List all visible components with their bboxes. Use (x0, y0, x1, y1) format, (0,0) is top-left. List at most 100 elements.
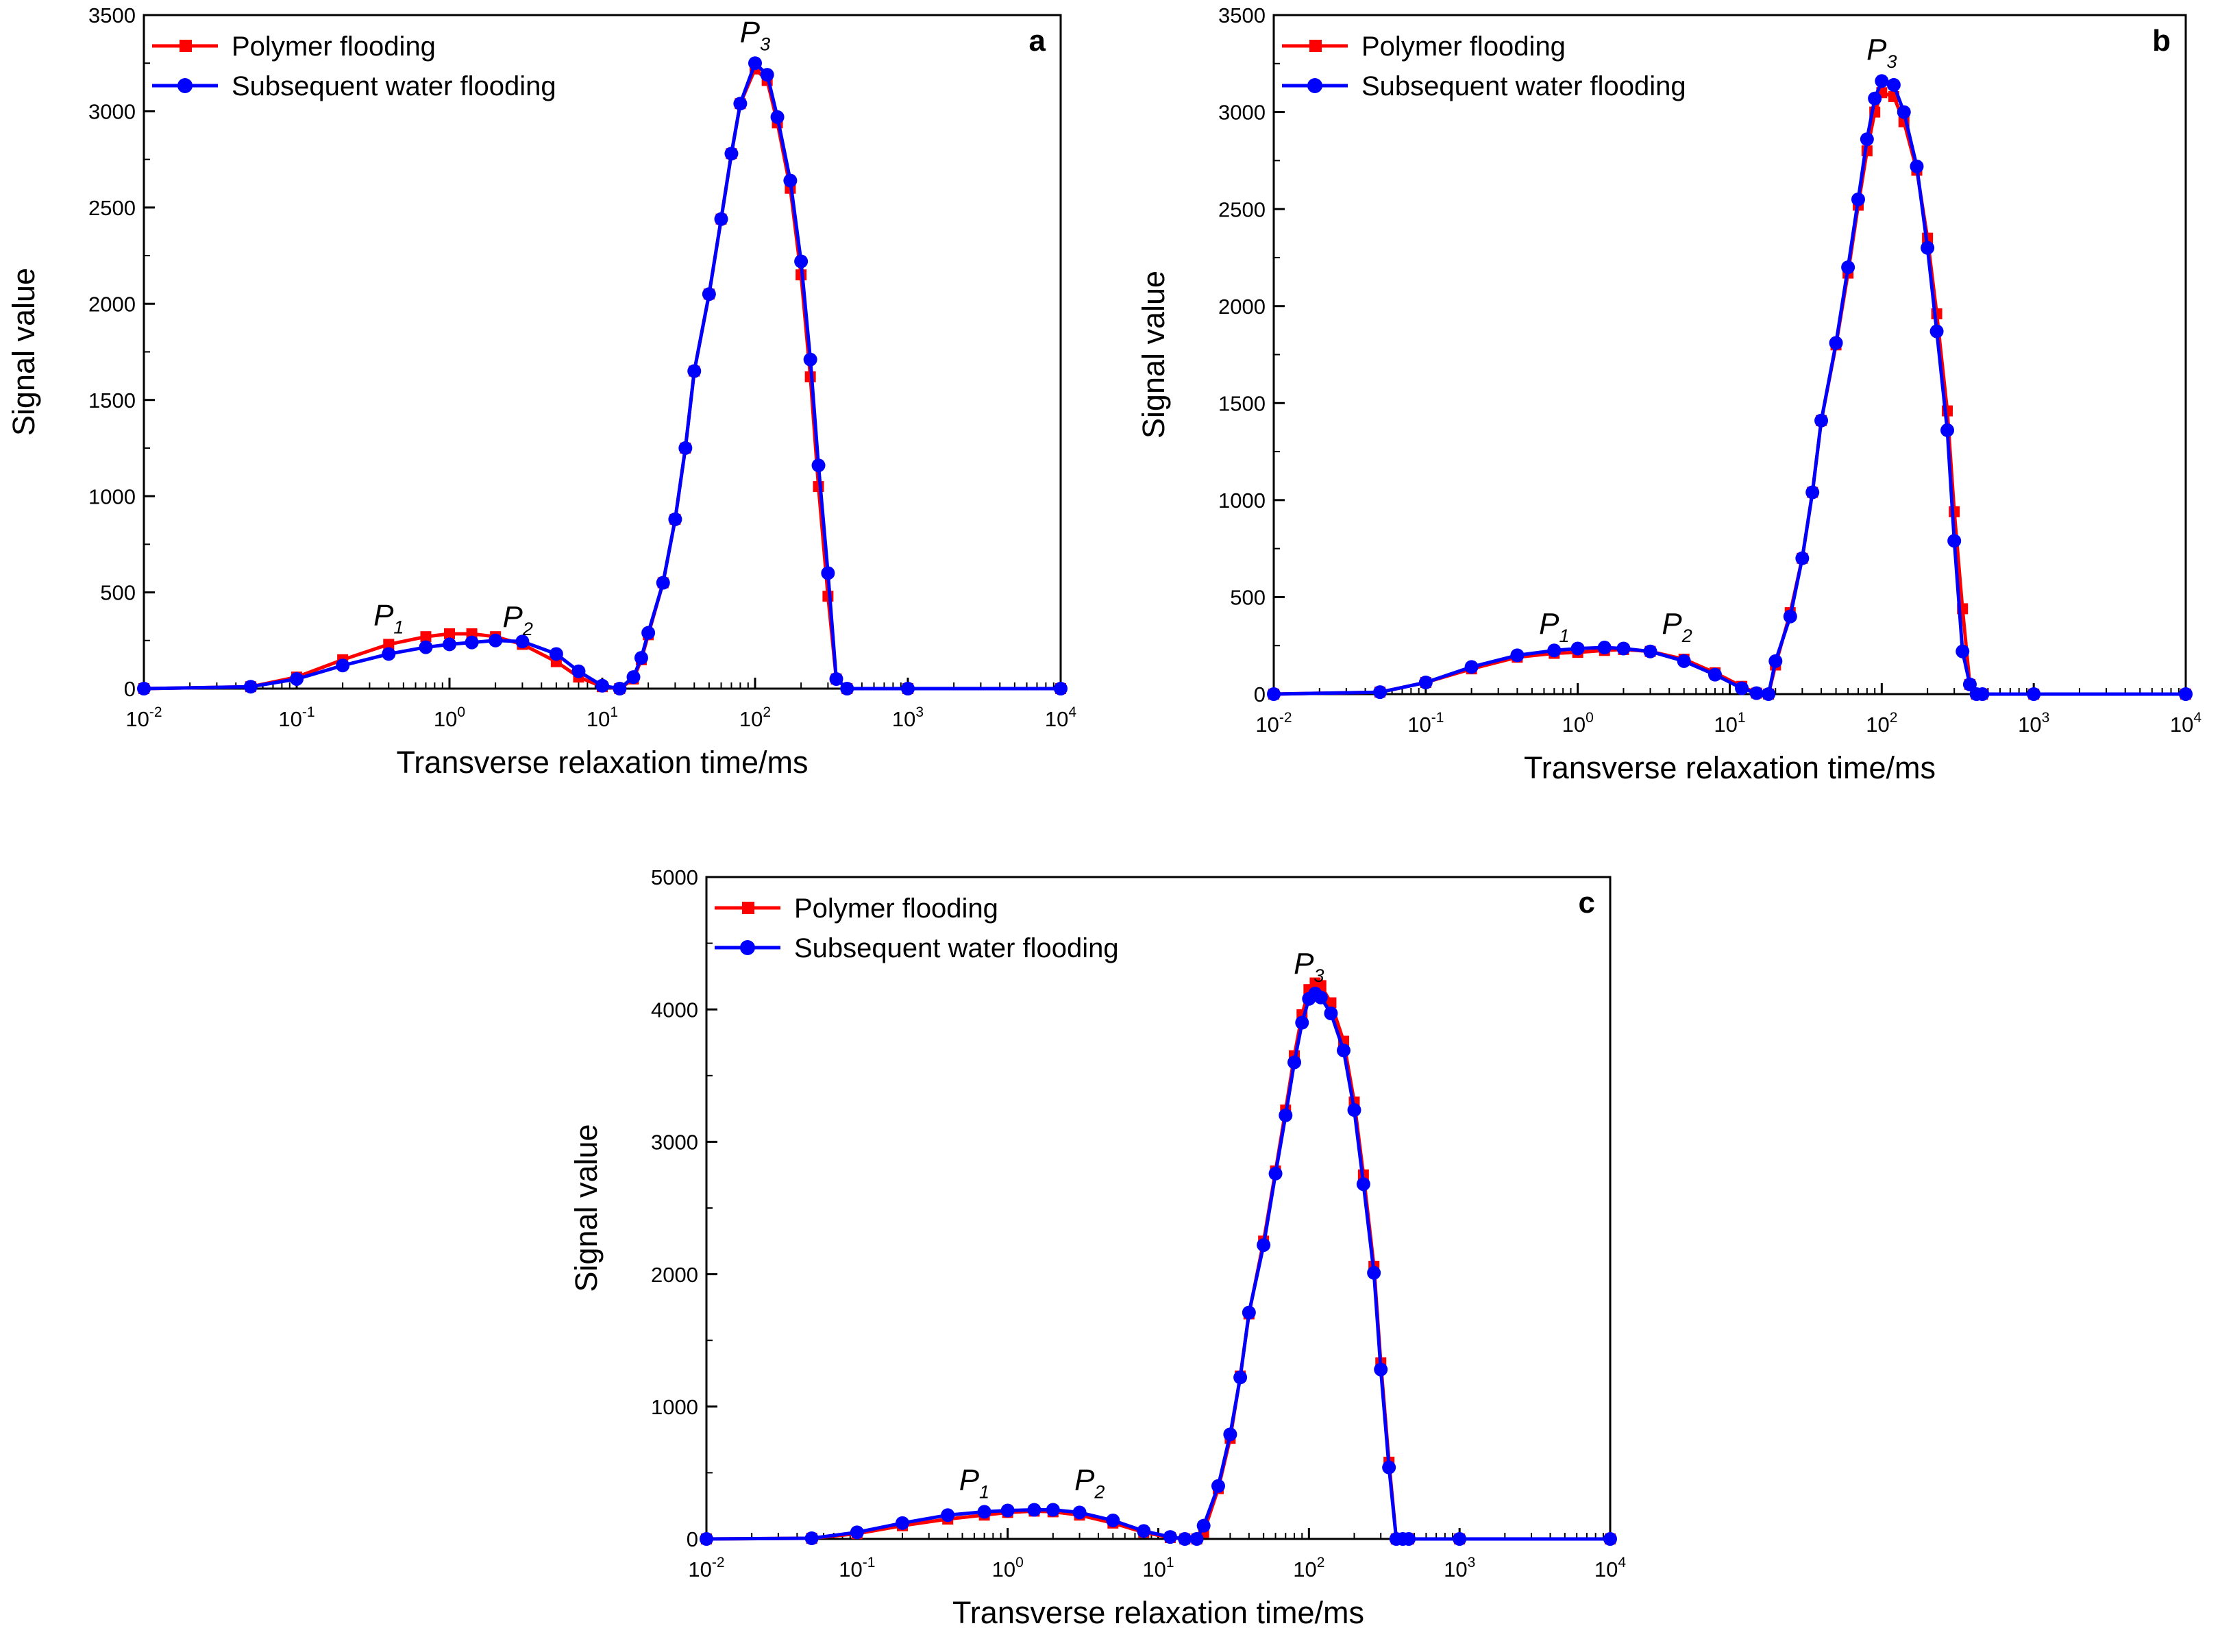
peak-label-3: P3 (1866, 33, 1897, 72)
data-point-circle (941, 1508, 955, 1522)
series-line (706, 991, 1610, 1541)
data-point-circle (794, 254, 809, 269)
data-point-circle (714, 212, 728, 226)
data-point-circle (668, 512, 682, 526)
data-point-circle (783, 173, 798, 188)
data-point-circle (1597, 641, 1612, 655)
peak-label-3: P3 (740, 15, 770, 54)
y-axis-title: Signal value (1136, 271, 1171, 439)
data-point-circle (382, 647, 396, 661)
data-point-circle (1211, 1479, 1225, 1493)
series-water-flooding (137, 56, 1068, 695)
data-point-circle (336, 658, 350, 673)
data-point-circle (1367, 1266, 1381, 1280)
data-point-circle (1795, 551, 1810, 565)
data-point-circle (1418, 676, 1433, 690)
y-tick-label: 2000 (651, 1263, 698, 1287)
chart-panel-c: 0 1000 2000 3000 4000 5000 10-2 10-1 100 101 102 10… (569, 865, 1626, 1630)
data-point-circle (656, 576, 670, 590)
data-point-circle (1814, 413, 1829, 428)
data-point-circle (641, 626, 656, 640)
legend-marker-square (1309, 40, 1322, 52)
legend-entry: Subsequent water flooding (232, 71, 556, 101)
data-point-circle (1000, 1503, 1015, 1518)
data-point-circle (1382, 1460, 1396, 1475)
data-point-circle (1841, 260, 1855, 275)
data-point-circle (1196, 1518, 1211, 1533)
data-point-circle (1347, 1103, 1361, 1118)
plot-frame (705, 876, 1612, 1540)
data-point-circle (977, 1505, 991, 1519)
legend-marker-circle (1307, 78, 1322, 93)
data-point-circle (840, 682, 854, 695)
data-point-circle (443, 637, 456, 652)
data-point-circle (1223, 1427, 1237, 1442)
x-tick-label: 10-2 (1255, 710, 1292, 737)
x-tick-label: 104 (2170, 710, 2202, 737)
legend-entry: Subsequent water flooding (794, 933, 1119, 963)
data-point-circle (634, 651, 648, 665)
legend-entry: Polymer flooding (1361, 32, 1566, 62)
data-point-circle (1178, 1532, 1192, 1546)
data-point-circle (901, 682, 915, 695)
x-tick-label: 100 (992, 1555, 1024, 1581)
series-line (143, 61, 1061, 691)
data-point-circle (1356, 1177, 1370, 1192)
data-point-circle (1046, 1503, 1060, 1517)
y-tick-label: 0 (1254, 682, 1266, 706)
data-point-circle (1374, 1362, 1388, 1377)
data-point-circle (1708, 667, 1723, 682)
data-point-circle (896, 1516, 910, 1530)
legend-marker-circle (740, 940, 755, 955)
data-point-circle (2179, 687, 2193, 701)
x-tick-label: 100 (1562, 710, 1594, 737)
data-point-circle (1257, 1238, 1271, 1253)
data-point-circle (465, 635, 479, 650)
x-axis-title: Transverse relaxation time/ms (1524, 750, 1936, 785)
data-point-circle (724, 147, 739, 161)
x-tick-label: 10-2 (125, 704, 162, 731)
series-polymer-flooding (138, 63, 1066, 694)
data-point-circle (748, 56, 762, 71)
legend: Polymer flooding Subsequent water floodin… (152, 32, 556, 101)
y-tick-label: 2500 (1218, 197, 1266, 221)
data-point-circle (515, 634, 530, 649)
data-point-circle (1287, 1055, 1302, 1070)
data-point-circle (243, 680, 258, 694)
y-tick-label: 1000 (651, 1395, 698, 1419)
data-point-circle (1805, 485, 1820, 500)
data-point-square (1325, 997, 1337, 1009)
data-point-circle (1373, 685, 1388, 700)
legend-marker-circle (177, 78, 193, 93)
data-point-circle (571, 664, 586, 678)
data-point-circle (1163, 1530, 1177, 1544)
data-point-square (383, 639, 395, 650)
data-point-circle (419, 640, 433, 654)
panel-label: b (2152, 24, 2171, 58)
data-point-circle (1268, 1166, 1283, 1181)
y-tick-label: 500 (100, 581, 136, 605)
panel-label: a (1029, 24, 1046, 58)
data-point-circle (811, 458, 826, 473)
series-water-flooding (1267, 74, 2193, 701)
series-polymer-flooding (701, 977, 1616, 1544)
data-point-circle (1975, 687, 1990, 701)
data-point-circle (1956, 644, 1970, 658)
data-point-circle (1762, 687, 1776, 701)
data-point-circle (1921, 241, 1935, 255)
x-tick-label: 103 (2018, 710, 2049, 737)
plot-frame (1272, 14, 2187, 695)
data-point-circle (1829, 336, 1843, 350)
y-tick-label: 3000 (1218, 101, 1266, 125)
data-point-circle (1875, 74, 1889, 88)
data-point-circle (549, 647, 563, 661)
data-point-circle (1267, 687, 1281, 701)
x-tick-label: 101 (1714, 710, 1745, 737)
data-point-circle (1735, 681, 1749, 695)
data-point-circle (804, 1531, 819, 1546)
data-point-circle (1570, 641, 1585, 656)
data-point-circle (1929, 324, 1944, 338)
y-tick-label: 4000 (651, 998, 698, 1022)
y-axis-title: Signal value (569, 1124, 604, 1292)
peak-label-3: P3 (1294, 947, 1324, 986)
